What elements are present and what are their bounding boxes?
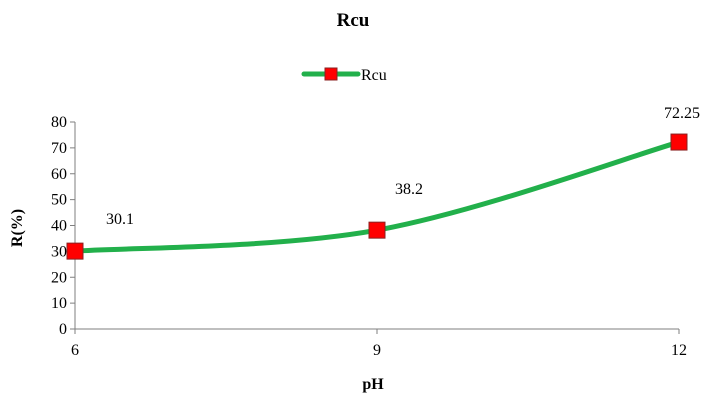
legend-label: Rcu xyxy=(361,67,387,84)
data-point-marker xyxy=(670,133,688,151)
y-tick-label: 20 xyxy=(51,269,67,286)
chart-title: Rcu xyxy=(337,10,370,31)
y-tick-label: 80 xyxy=(51,114,67,131)
y-tick-label: 10 xyxy=(51,295,67,312)
x-axis-title: pH xyxy=(362,376,384,393)
y-tick-label: 30 xyxy=(51,243,67,260)
legend-marker xyxy=(324,67,338,81)
y-tick-label: 0 xyxy=(59,321,67,338)
data-point-marker xyxy=(66,242,84,260)
y-axis-title: R(%) xyxy=(9,209,26,247)
data-label: 30.1 xyxy=(106,211,134,228)
series-rcu xyxy=(66,133,688,260)
data-labels: 30.1 38.2 72.25 xyxy=(106,105,700,228)
data-point-marker xyxy=(368,221,386,239)
x-tick-label: 12 xyxy=(671,342,687,359)
axes xyxy=(70,121,680,334)
y-tick-label: 60 xyxy=(51,166,67,183)
y-tick-label: 50 xyxy=(51,192,67,209)
data-label: 38.2 xyxy=(395,181,423,198)
tick-labels: 0 10 20 30 40 50 60 70 80 6 9 12 xyxy=(51,114,687,359)
y-tick-label: 40 xyxy=(51,218,67,235)
x-tick-label: 9 xyxy=(373,342,381,359)
y-tick-label: 70 xyxy=(51,140,67,157)
x-tick-label: 6 xyxy=(71,342,79,359)
legend: Rcu xyxy=(301,67,387,84)
data-label: 72.25 xyxy=(664,105,700,122)
